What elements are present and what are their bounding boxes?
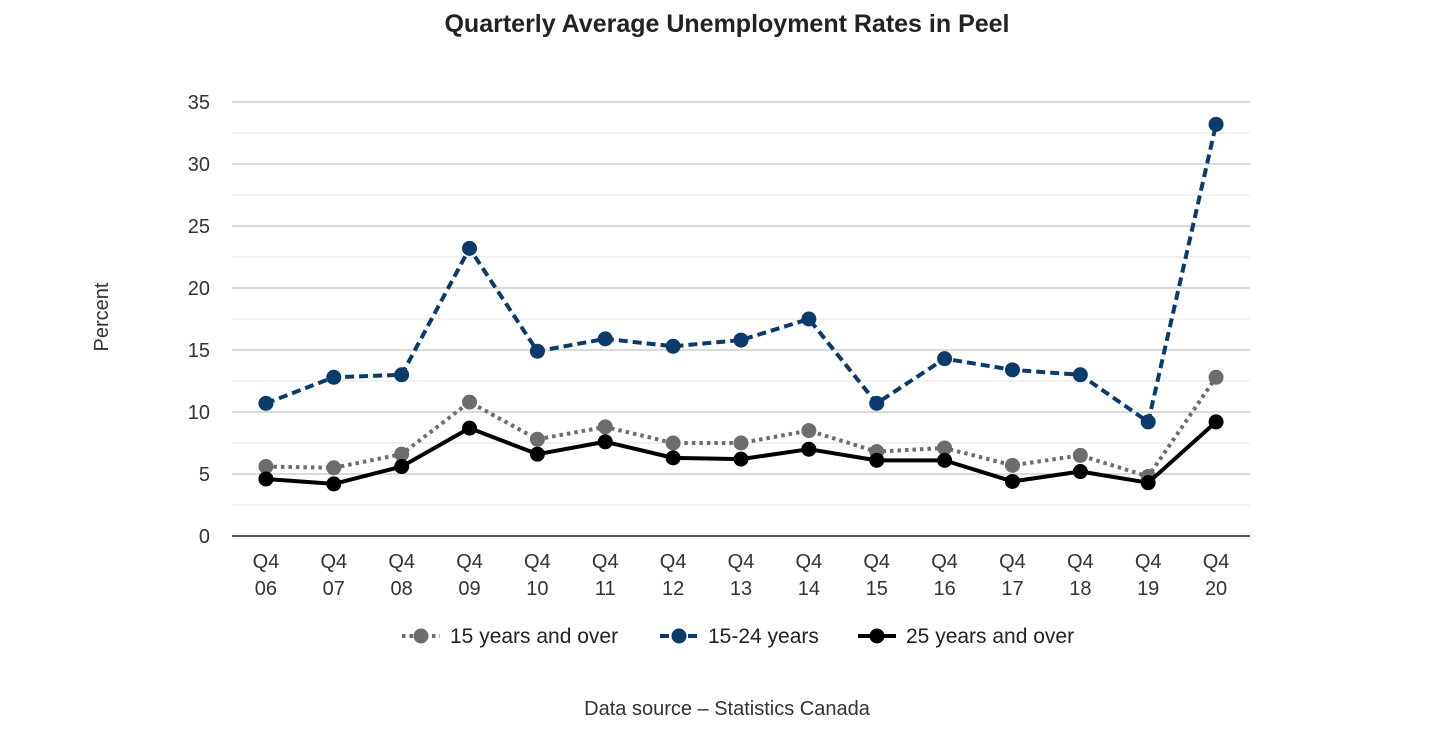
- x-tick-label: Q4: [592, 551, 619, 573]
- data-point: [326, 476, 342, 492]
- data-point: [1072, 464, 1088, 480]
- x-tick-label: Q4: [524, 551, 551, 573]
- x-tick-label: 06: [255, 578, 277, 600]
- data-point: [1140, 475, 1156, 491]
- data-point: [462, 240, 478, 256]
- data-point: [1004, 362, 1020, 378]
- data-point: [529, 431, 545, 447]
- y-axis-title: Percent: [91, 282, 113, 351]
- legend-label: 15-24 years: [708, 625, 819, 648]
- x-tick-label: 14: [798, 578, 820, 600]
- x-tick-label: Q4: [863, 551, 890, 573]
- data-point: [937, 440, 953, 456]
- series-line: [265, 123, 1219, 424]
- data-point: [462, 394, 478, 410]
- data-point: [937, 351, 953, 367]
- x-tick-label: 18: [1069, 578, 1091, 600]
- x-tick-label: Q4: [388, 551, 415, 573]
- legend-label: 25 years and over: [906, 625, 1074, 648]
- data-point: [733, 332, 749, 348]
- x-tick-label: Q4: [320, 551, 347, 573]
- x-tick-label: 07: [323, 578, 345, 600]
- x-tick-label: Q4: [660, 551, 687, 573]
- data-point: [326, 460, 342, 476]
- x-tick-label: Q4: [1067, 551, 1094, 573]
- data-point: [665, 338, 681, 354]
- data-point: [733, 451, 749, 467]
- y-tick-label: 30: [188, 154, 210, 176]
- data-point: [1208, 116, 1224, 132]
- data-point: [462, 420, 478, 436]
- x-tick-label: 12: [662, 578, 684, 600]
- series-line: [265, 376, 1218, 479]
- x-tick-label: Q4: [456, 551, 483, 573]
- data-point: [869, 395, 885, 411]
- data-point: [529, 446, 545, 462]
- y-tick-label: 35: [188, 92, 210, 114]
- data-point: [801, 423, 817, 439]
- data-point: [665, 435, 681, 451]
- data-point: [801, 311, 817, 327]
- legend-swatch-marker: [869, 628, 885, 644]
- x-tick-label: 16: [933, 578, 955, 600]
- data-point: [258, 471, 274, 487]
- data-point: [665, 450, 681, 466]
- data-point: [394, 459, 410, 475]
- legend-swatch-marker: [671, 628, 687, 644]
- data-point: [1004, 457, 1020, 473]
- y-tick-label: 25: [188, 216, 210, 238]
- x-tick-label: 13: [730, 578, 752, 600]
- legend-swatch-marker: [413, 628, 429, 644]
- x-tick-label: 11: [595, 578, 616, 600]
- x-tick-label: Q4: [253, 551, 280, 573]
- data-point: [1072, 367, 1088, 383]
- data-point: [869, 452, 885, 468]
- legend: 15 years and over 15-24 years 25 years and…: [402, 625, 1074, 648]
- axes: 0 5 10 15 20 25 30 35 Q4 06 Q4 07 Q4 08 Q4 09 Q4 10 Q4 11 Q4…: [91, 92, 1250, 600]
- data-point: [326, 369, 342, 385]
- data-point: [597, 331, 613, 347]
- y-tick-label: 10: [188, 402, 210, 424]
- series-lines: [258, 116, 1224, 492]
- y-tick-label: 5: [199, 464, 210, 486]
- data-point: [1140, 414, 1156, 430]
- x-tick-label: Q4: [999, 551, 1026, 573]
- x-tick-label: Q4: [1135, 551, 1162, 573]
- x-tick-label: Q4: [796, 551, 823, 573]
- y-tick-label: 0: [199, 526, 210, 548]
- x-tick-label: 19: [1137, 578, 1159, 600]
- data-point: [733, 435, 749, 451]
- data-point: [394, 367, 410, 383]
- x-tick-label: 15: [866, 578, 888, 600]
- x-tick-label: Q4: [728, 551, 755, 573]
- x-tick-label: Q4: [931, 551, 958, 573]
- data-point: [597, 434, 613, 450]
- y-tick-label: 20: [188, 278, 210, 300]
- data-point: [597, 419, 613, 435]
- y-tick-label: 15: [188, 340, 210, 362]
- data-point: [1208, 414, 1224, 430]
- data-point: [258, 459, 274, 475]
- chart-title: Quarterly Average Unemployment Rates in …: [444, 10, 1010, 38]
- x-tick-label: Q4: [1203, 551, 1230, 573]
- data-point: [258, 395, 274, 411]
- data-source-note: Data source – Statistics Canada: [584, 698, 870, 720]
- data-point: [1208, 369, 1224, 385]
- data-point: [801, 441, 817, 457]
- x-tick-label: 10: [526, 578, 548, 600]
- x-tick-label: 20: [1205, 578, 1227, 600]
- data-point: [1004, 473, 1020, 489]
- x-tick-label: 17: [1001, 578, 1023, 600]
- x-tick-label: 08: [391, 578, 413, 600]
- data-point: [1072, 447, 1088, 463]
- data-point: [937, 452, 953, 468]
- data-point: [394, 446, 410, 462]
- x-tick-label: 09: [458, 578, 480, 600]
- data-point: [529, 343, 545, 359]
- legend-label: 15 years and over: [450, 625, 618, 648]
